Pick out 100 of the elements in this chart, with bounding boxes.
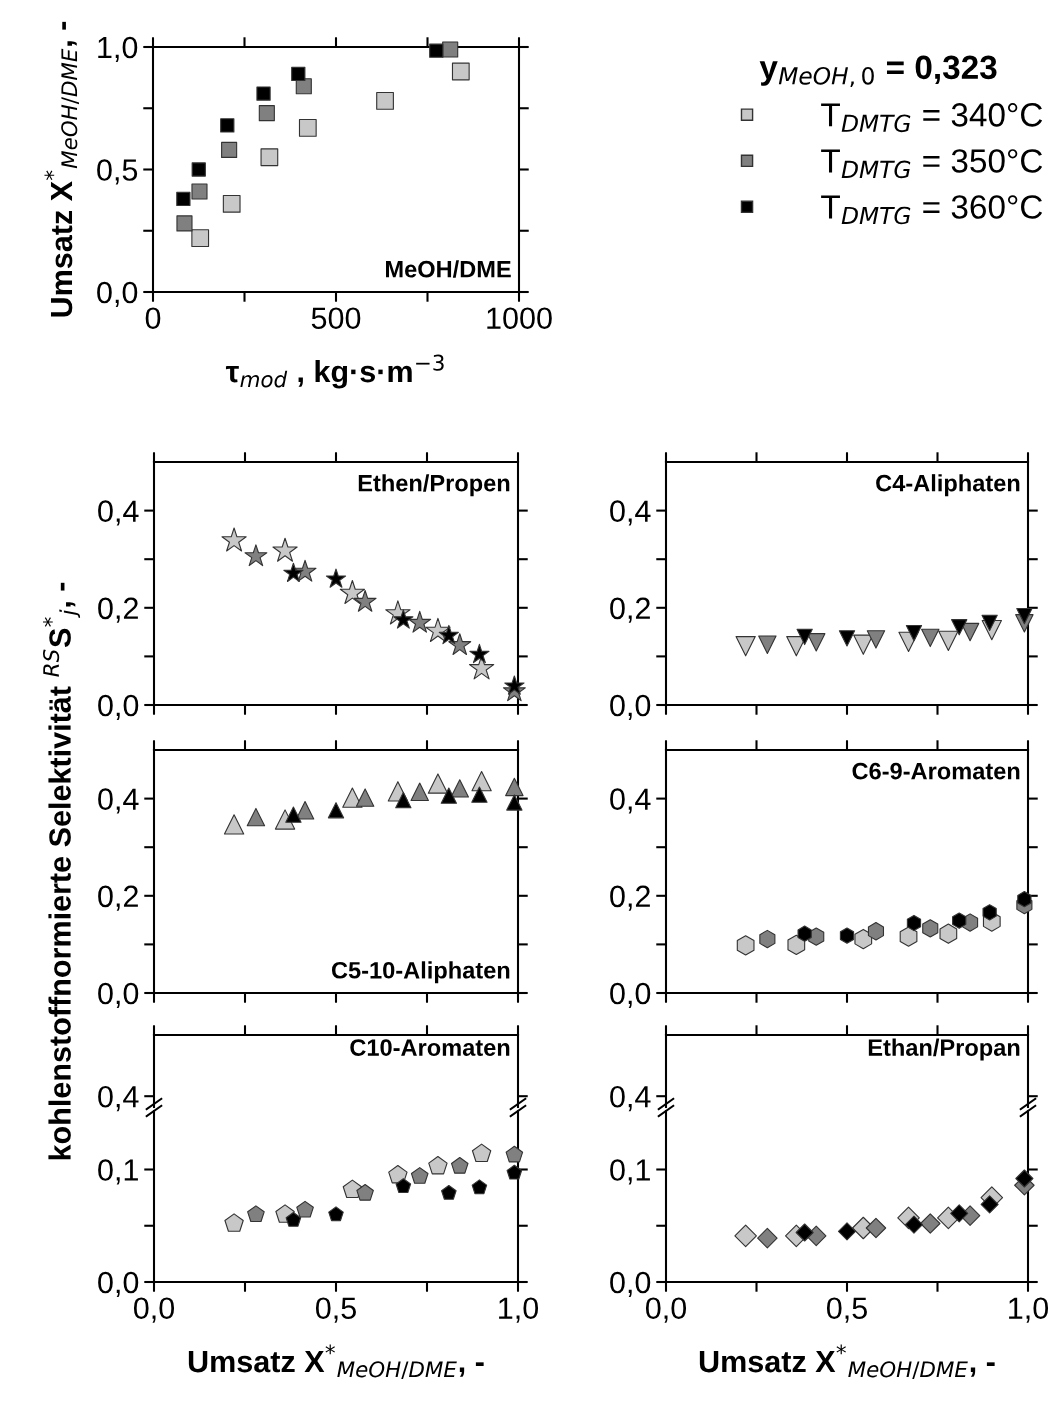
point	[906, 914, 922, 932]
point	[938, 630, 959, 652]
point	[758, 635, 777, 654]
point	[440, 787, 458, 804]
point	[191, 229, 210, 247]
y-axis-title: kohlenstoffnormierte Selektivität $^{RS}$S$^{*}$$_{j}$, -	[43, 582, 81, 1160]
y-tick-label: 0,0	[97, 281, 138, 307]
y-tick-label: 0,0	[98, 694, 139, 720]
x-axis-title: Umsatz X$^{*}$$_{MeOH/DME}$, -	[699, 1344, 995, 1380]
legend-label: T$_{DMTG}$ = 360°C	[821, 195, 1043, 225]
point	[735, 636, 756, 657]
point	[395, 791, 412, 809]
point	[176, 215, 193, 232]
point	[450, 1156, 469, 1174]
point	[981, 614, 998, 632]
point	[904, 1215, 924, 1234]
point	[221, 141, 238, 158]
y-tick-label: 0,4	[98, 500, 139, 526]
y-tick-label: 0,0	[98, 1271, 139, 1297]
y-tick-label: 0,2	[98, 885, 138, 911]
point	[442, 41, 459, 58]
point	[395, 1178, 412, 1194]
point	[355, 788, 375, 807]
y-tick-label: 0,2	[610, 597, 650, 623]
point	[469, 643, 490, 664]
point	[356, 1183, 374, 1201]
point	[451, 62, 470, 81]
point	[376, 92, 394, 110]
point	[471, 1143, 492, 1163]
point	[504, 675, 525, 695]
point	[408, 610, 432, 633]
point	[223, 814, 245, 835]
point	[298, 118, 317, 137]
y-tick-label: 0,0	[610, 982, 651, 1008]
point	[296, 1200, 314, 1218]
x-tick-label: 0,0	[645, 1297, 687, 1323]
point	[505, 777, 524, 797]
point	[327, 802, 345, 819]
point	[759, 929, 776, 949]
point	[448, 633, 472, 656]
annotation: MeOH/DME	[386, 260, 511, 278]
point	[905, 624, 923, 642]
legend-title: y$_{MeOH,0}$ = 0,323	[759, 55, 997, 88]
point	[952, 912, 967, 929]
point	[450, 779, 469, 798]
annotation: Ethen/Propen	[358, 474, 510, 497]
point	[795, 1223, 814, 1242]
x-tick-label: 0	[145, 307, 161, 330]
point	[353, 589, 377, 612]
point	[247, 1205, 265, 1223]
point	[1017, 891, 1032, 908]
point	[839, 927, 855, 944]
point	[787, 934, 806, 956]
y-tick-label: 0,4	[98, 788, 139, 814]
point	[256, 86, 271, 101]
point	[328, 1206, 344, 1222]
point	[506, 1164, 523, 1180]
y-tick-label: 0,0	[610, 1271, 651, 1297]
x-tick-label: 1000	[487, 307, 552, 330]
point	[899, 926, 918, 947]
point	[951, 619, 968, 636]
point	[939, 923, 958, 944]
point	[244, 544, 268, 567]
point	[191, 162, 206, 177]
point	[429, 43, 444, 58]
y-tick-label: 0,0	[610, 694, 651, 720]
point	[505, 1145, 524, 1163]
point	[258, 105, 275, 122]
x-tick-label: 0,0	[133, 1297, 175, 1323]
x-tick-label: 0,5	[826, 1297, 867, 1323]
point	[441, 1184, 457, 1200]
point	[339, 579, 366, 605]
point	[291, 66, 306, 82]
x-tick-label: 500	[311, 307, 361, 330]
point	[866, 630, 886, 649]
point	[221, 527, 247, 552]
point	[1016, 607, 1033, 625]
point	[285, 1211, 302, 1227]
point	[807, 633, 826, 652]
point	[950, 1204, 969, 1223]
point	[246, 807, 266, 827]
point	[837, 1222, 857, 1241]
y-tick-label: 1,0	[98, 36, 138, 62]
annotation: C5-10-Aliphaten	[331, 961, 510, 984]
point	[295, 801, 315, 820]
x-tick-label: 0,5	[315, 1297, 356, 1323]
point	[867, 922, 885, 941]
point	[191, 183, 208, 200]
point	[506, 794, 523, 811]
point	[410, 1167, 429, 1184]
y-tick-label: 0,4	[610, 788, 651, 814]
y-axis-title: Umsatz X$^{*}$$_{MeOH/DME}$, -	[44, 21, 80, 317]
point	[1015, 1169, 1034, 1188]
point	[757, 1227, 778, 1249]
point	[853, 634, 874, 655]
point	[922, 919, 939, 938]
y-tick-label: 0,2	[98, 597, 138, 623]
point	[734, 1224, 757, 1248]
y-tick-label: 0,4	[610, 500, 651, 526]
y-tick-label: 0,0	[98, 982, 139, 1008]
